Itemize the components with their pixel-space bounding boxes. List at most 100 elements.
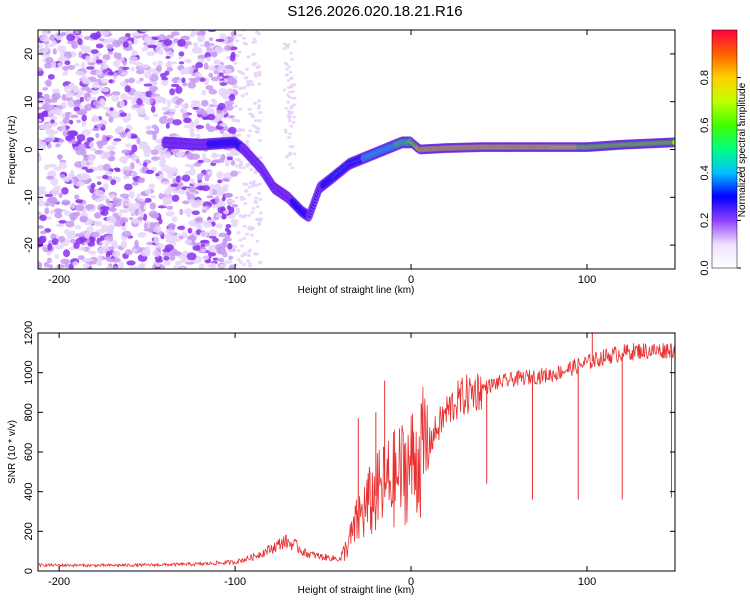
noise-blob bbox=[51, 188, 59, 196]
noise-blob bbox=[288, 151, 292, 155]
noise-blob bbox=[39, 230, 47, 235]
noise-blob bbox=[129, 266, 140, 269]
noise-blob bbox=[293, 96, 297, 100]
noise-blob bbox=[107, 224, 116, 230]
noise-blob bbox=[195, 125, 205, 130]
noise-blob bbox=[254, 217, 259, 221]
noise-blob bbox=[90, 182, 96, 189]
noise-blob bbox=[57, 264, 66, 269]
noise-blob bbox=[52, 48, 57, 55]
noise-blob bbox=[169, 88, 176, 96]
noise-blob bbox=[155, 266, 161, 269]
noise-blob bbox=[218, 72, 224, 77]
noise-blob bbox=[73, 30, 80, 35]
noise-blob bbox=[191, 210, 200, 216]
noise-blob bbox=[102, 58, 107, 66]
noise-blob bbox=[163, 39, 173, 46]
noise-blob bbox=[81, 129, 92, 136]
y-tick-label: 800 bbox=[23, 403, 35, 421]
noise-blob bbox=[257, 197, 262, 201]
colorbar-tick-label: 0.6 bbox=[699, 118, 711, 133]
noise-blob bbox=[109, 194, 116, 199]
noise-blob bbox=[249, 168, 254, 172]
noise-blob bbox=[293, 40, 297, 43]
noise-blob bbox=[288, 163, 292, 166]
noise-blob bbox=[197, 159, 204, 163]
noise-blob bbox=[120, 240, 128, 249]
noise-blob bbox=[141, 64, 150, 69]
noise-blob bbox=[126, 112, 132, 121]
noise-blob bbox=[242, 263, 247, 267]
noise-blob bbox=[158, 149, 166, 155]
noise-blob bbox=[51, 94, 58, 99]
noise-blob bbox=[201, 208, 207, 213]
noise-blob bbox=[153, 225, 162, 233]
noise-blob bbox=[238, 166, 243, 170]
noise-blob bbox=[132, 104, 142, 108]
noise-blob bbox=[287, 116, 292, 120]
noise-blob bbox=[290, 58, 294, 61]
noise-blob bbox=[101, 65, 108, 70]
noise-blob bbox=[135, 69, 145, 75]
noise-blob bbox=[154, 126, 160, 135]
noise-blob bbox=[165, 62, 172, 69]
noise-blob bbox=[255, 239, 260, 243]
noise-blob bbox=[288, 145, 293, 149]
noise-blob bbox=[219, 122, 228, 127]
y-tick-label: 200 bbox=[23, 522, 35, 540]
noise-blob bbox=[216, 171, 224, 179]
noise-blob bbox=[205, 85, 214, 91]
noise-blob bbox=[130, 171, 138, 177]
noise-blob bbox=[199, 77, 206, 82]
noise-blob bbox=[245, 79, 250, 83]
noise-blob bbox=[242, 41, 247, 45]
x-tick-label: -200 bbox=[48, 576, 70, 588]
noise-blob bbox=[282, 46, 287, 50]
noise-blob bbox=[193, 199, 204, 207]
noise-blob bbox=[134, 208, 140, 216]
noise-blob bbox=[63, 249, 71, 258]
noise-blob bbox=[118, 156, 128, 163]
y-tick-label: 0 bbox=[23, 568, 35, 574]
noise-blob bbox=[171, 194, 180, 202]
noise-blob bbox=[234, 164, 239, 168]
noise-blob bbox=[174, 238, 181, 242]
noise-blob bbox=[241, 128, 246, 132]
noise-blob bbox=[121, 230, 132, 238]
noise-blob bbox=[166, 66, 173, 72]
noise-blob bbox=[250, 113, 255, 117]
noise-blob bbox=[95, 132, 100, 139]
noise-blob bbox=[66, 33, 76, 42]
noise-blob bbox=[202, 255, 210, 261]
noise-blob bbox=[47, 73, 55, 80]
noise-blob bbox=[119, 217, 129, 224]
noise-blob bbox=[57, 154, 62, 161]
noise-blob bbox=[253, 196, 258, 200]
noise-blob bbox=[81, 119, 86, 128]
noise-blob bbox=[230, 160, 236, 166]
noise-blob bbox=[248, 264, 253, 268]
noise-blob bbox=[69, 229, 76, 236]
noise-blob bbox=[219, 82, 228, 86]
noise-blob bbox=[64, 111, 72, 116]
noise-blob bbox=[286, 114, 291, 117]
noise-blob bbox=[253, 252, 258, 256]
noise-blob bbox=[73, 176, 78, 185]
noise-blob bbox=[111, 91, 121, 96]
noise-blob bbox=[182, 82, 188, 87]
noise-blob bbox=[257, 182, 262, 186]
noise-blob bbox=[169, 113, 174, 118]
noise-blob bbox=[153, 95, 163, 102]
noise-blob bbox=[207, 252, 217, 257]
noise-blob bbox=[240, 244, 245, 248]
noise-blob bbox=[98, 241, 103, 247]
noise-blob bbox=[109, 107, 114, 112]
noise-blob bbox=[158, 218, 163, 225]
noise-blob bbox=[228, 93, 236, 102]
noise-blob bbox=[291, 120, 296, 124]
noise-blob bbox=[160, 181, 171, 185]
noise-blob bbox=[205, 122, 211, 130]
noise-blob bbox=[38, 186, 47, 191]
noise-blob bbox=[131, 144, 138, 153]
noise-blob bbox=[62, 65, 69, 71]
